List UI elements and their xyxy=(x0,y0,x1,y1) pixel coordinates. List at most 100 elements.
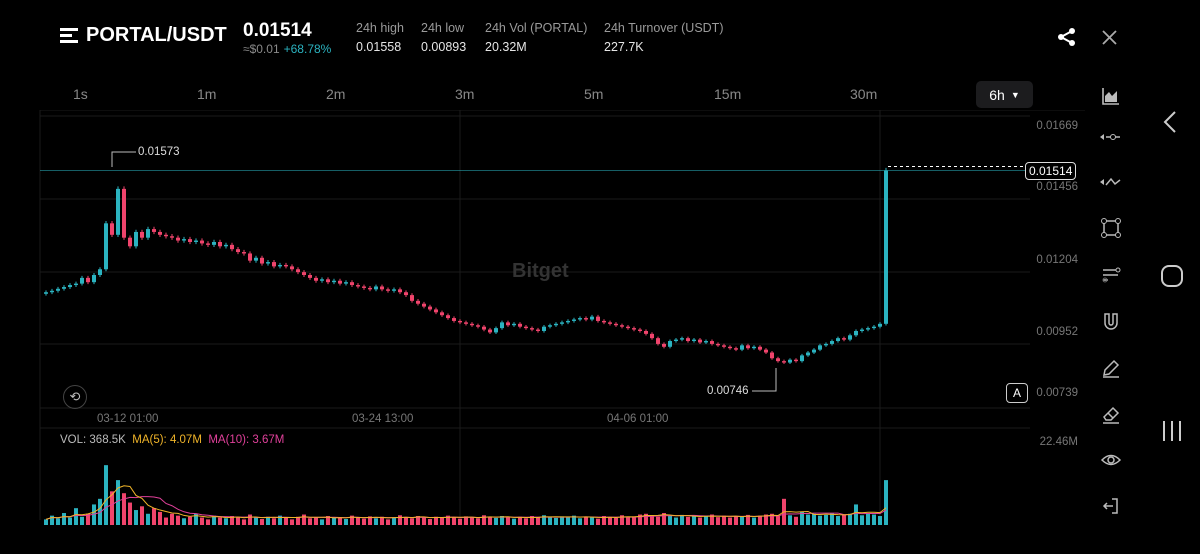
eraser-icon[interactable] xyxy=(1100,403,1122,425)
candle xyxy=(356,285,360,287)
volume-bar xyxy=(548,517,552,525)
candle xyxy=(794,359,798,362)
volume-bar xyxy=(380,516,384,525)
tab-1m[interactable]: 1m xyxy=(197,86,217,102)
candle xyxy=(104,223,108,270)
volume-bar xyxy=(524,518,528,525)
candle xyxy=(158,231,162,235)
candle xyxy=(752,346,756,349)
horizontal-line-icon[interactable] xyxy=(1100,126,1122,148)
candle xyxy=(368,287,372,290)
candle xyxy=(326,279,330,283)
volume-bar xyxy=(506,517,510,525)
pair-selector[interactable]: PORTAL/USDT xyxy=(60,24,227,47)
home-nav-icon[interactable] xyxy=(1160,264,1184,288)
candle xyxy=(50,290,54,293)
volume-bar xyxy=(710,514,714,525)
timeframe-dropdown[interactable]: 6h ▼ xyxy=(976,81,1033,108)
volume-bar xyxy=(458,518,462,525)
candle xyxy=(728,346,732,349)
tab-2m[interactable]: 2m xyxy=(326,86,346,102)
candle xyxy=(110,223,114,235)
volume-bar xyxy=(122,493,126,525)
candle xyxy=(854,330,858,336)
volume-bar xyxy=(74,508,78,525)
volume-bar xyxy=(230,516,234,525)
volume-bar xyxy=(638,514,642,525)
candle xyxy=(542,326,546,331)
indicator-settings-icon[interactable] xyxy=(1100,263,1122,285)
candle xyxy=(584,318,588,320)
volume-bar xyxy=(530,516,534,525)
candle xyxy=(686,338,690,342)
trend-line-icon[interactable] xyxy=(1100,171,1122,193)
candle xyxy=(92,275,96,283)
tab-30m[interactable]: 30m xyxy=(850,86,878,102)
candle xyxy=(482,326,486,330)
chart-type-icon[interactable] xyxy=(1100,85,1122,107)
tab-5m[interactable]: 5m xyxy=(584,86,604,102)
close-icon[interactable] xyxy=(1102,30,1117,45)
candle xyxy=(824,343,828,346)
candle xyxy=(572,319,576,321)
candle xyxy=(734,348,738,350)
tab-3m[interactable]: 3m xyxy=(455,86,475,102)
candle xyxy=(392,289,396,291)
candle xyxy=(176,237,180,241)
candle xyxy=(788,359,792,363)
candle xyxy=(530,328,534,330)
volume-bar xyxy=(722,515,726,525)
volume-bar xyxy=(224,518,228,525)
volume-bar xyxy=(590,517,594,525)
candle xyxy=(188,239,192,242)
back-nav-icon[interactable] xyxy=(1160,110,1180,134)
volume-bar xyxy=(146,513,150,525)
candle xyxy=(212,241,216,245)
volume-bar xyxy=(350,515,354,525)
volume-bar xyxy=(758,515,762,525)
recents-nav-icon[interactable] xyxy=(1160,420,1184,442)
volume-bar xyxy=(824,514,828,525)
volume-bar xyxy=(116,480,120,525)
candle xyxy=(122,188,126,238)
candle xyxy=(554,323,558,326)
candle xyxy=(590,316,594,320)
volume-bar xyxy=(110,491,114,525)
tab-15m[interactable]: 15m xyxy=(714,86,742,102)
volume-bar xyxy=(50,515,54,525)
volume-bar xyxy=(632,516,636,525)
tab-1s[interactable]: 1s xyxy=(73,86,88,102)
candle xyxy=(320,279,324,281)
candle xyxy=(44,292,48,294)
candle xyxy=(284,264,288,267)
volume-bar xyxy=(86,513,90,525)
volume-bar xyxy=(212,515,216,525)
volume-bar xyxy=(200,517,204,525)
magnet-icon[interactable] xyxy=(1100,311,1122,333)
volume-bar xyxy=(674,517,678,525)
volume-bar xyxy=(410,518,414,525)
candle xyxy=(710,341,714,344)
volume-bar xyxy=(584,516,588,525)
candle xyxy=(290,266,294,270)
candle xyxy=(134,231,138,247)
candle xyxy=(668,341,672,347)
volume-bar xyxy=(314,517,318,525)
eye-icon[interactable] xyxy=(1100,449,1122,471)
rectangle-tool-icon[interactable] xyxy=(1100,217,1122,239)
volume-bar xyxy=(650,515,654,525)
share-icon[interactable] xyxy=(1057,27,1077,47)
pencil-icon[interactable] xyxy=(1100,357,1122,379)
candle xyxy=(164,234,168,237)
candle xyxy=(638,329,642,331)
volume-bar xyxy=(662,513,666,525)
exit-icon[interactable] xyxy=(1100,495,1122,517)
candlestick-chart[interactable] xyxy=(0,110,1090,530)
volume-bar xyxy=(848,513,852,525)
candle xyxy=(494,328,498,333)
volume-bar xyxy=(260,519,264,525)
volume-bar xyxy=(668,516,672,525)
candle xyxy=(680,338,684,340)
candle xyxy=(800,355,804,362)
volume-bar xyxy=(578,518,582,525)
